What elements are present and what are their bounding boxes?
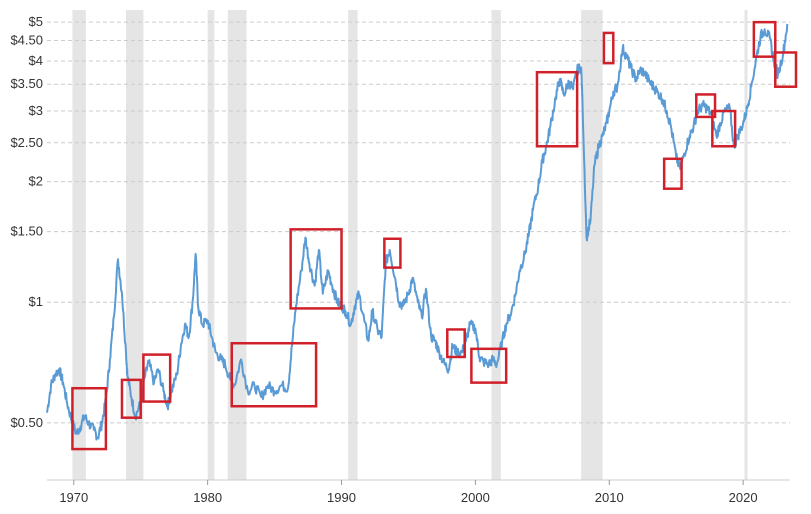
y-tick-label: $2.50 (10, 135, 43, 150)
highlight-box-0 (71, 386, 108, 451)
x-tick-label: 2020 (729, 490, 758, 505)
highlight-box-8 (535, 70, 579, 148)
gridlines-layer (47, 21, 790, 424)
y-axis-labels: $5 $4.50 $4 $3.50 $3 $2.50 $2 $1.50 $1 $0.50 (10, 14, 43, 430)
highlight-box-2 (142, 353, 172, 403)
price-series-line (46, 23, 789, 441)
y-tick-label: $3.50 (10, 76, 43, 91)
recession-band-7 (744, 10, 748, 480)
y-tick-label: $4.50 (10, 32, 43, 47)
highlight-box-10 (662, 157, 683, 190)
x-axis-labels: 1970 1980 1990 2000 2010 2020 (47, 479, 790, 505)
highlight-box-12 (711, 109, 737, 148)
y-tick-label: $2 (29, 174, 43, 189)
highlight-box-5 (383, 237, 402, 269)
highlight-box-7 (470, 347, 508, 384)
y-tick-label: $1.50 (10, 224, 43, 239)
recession-band-2 (207, 10, 215, 480)
y-tick-label: $5 (29, 14, 43, 29)
highlight-box-9 (602, 31, 615, 65)
x-tick-label: 1970 (59, 490, 88, 505)
series-layer (46, 23, 789, 441)
highlight-box-13 (752, 20, 777, 58)
highlight-box-6 (446, 328, 466, 359)
recession-band-3 (227, 10, 247, 480)
x-tick-label: 1980 (193, 490, 222, 505)
highlight-box-1 (120, 378, 142, 419)
recession-shading-layer (72, 10, 748, 480)
highlight-box-3 (230, 341, 318, 408)
y-tick-label: $1 (29, 294, 43, 309)
recession-band-1 (125, 10, 144, 480)
x-tick-label: 2010 (595, 490, 624, 505)
recession-band-5 (491, 10, 501, 480)
y-tick-label: $0.50 (10, 415, 43, 430)
x-tick-label: 2000 (461, 490, 490, 505)
highlight-box-4 (289, 228, 343, 310)
highlight-box-11 (695, 93, 717, 119)
highlight-box-14 (774, 51, 798, 88)
y-tick-label: $3 (29, 103, 43, 118)
recession-band-4 (348, 10, 358, 480)
recession-band-6 (581, 10, 603, 480)
annotation-boxes-layer (71, 20, 798, 451)
x-tick-label: 1990 (327, 490, 356, 505)
recession-band-0 (72, 10, 86, 480)
y-tick-label: $4 (29, 53, 43, 68)
